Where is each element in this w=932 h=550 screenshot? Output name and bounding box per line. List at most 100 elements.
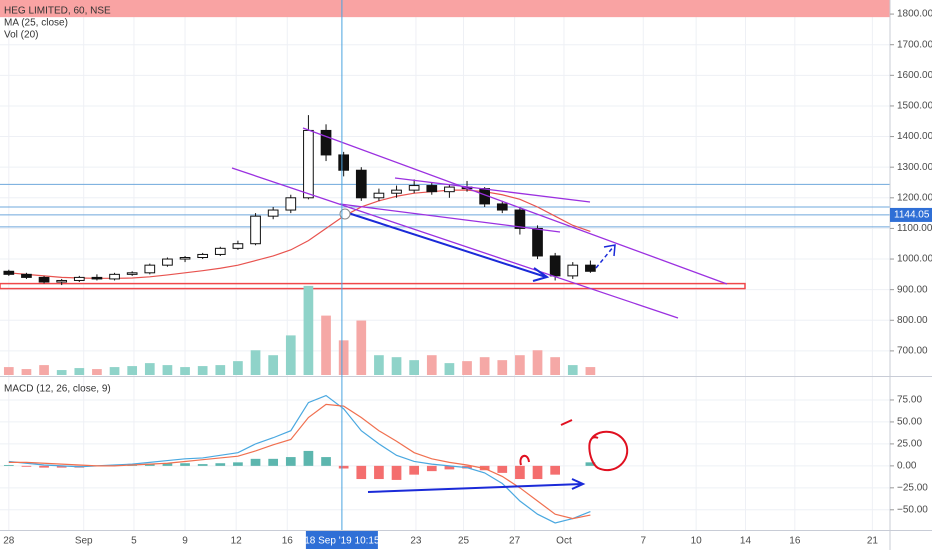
volume-bar [21, 369, 32, 375]
y-tick-label: 1400.00 [897, 131, 932, 142]
marks [3, 115, 596, 524]
histogram-bar [3, 464, 14, 466]
candle-body [214, 247, 226, 255]
histogram-bar [268, 458, 279, 466]
y-tick-label: 1100.00 [897, 223, 932, 234]
x-tick-label: 21 [867, 536, 879, 547]
histogram-bar [391, 465, 402, 480]
arrow-head [571, 478, 586, 490]
volume-bar [162, 365, 173, 375]
y-tick-label: 50.00 [897, 417, 922, 428]
volume-bar [250, 350, 261, 375]
histogram-bar [550, 465, 560, 475]
volume-bar [426, 355, 437, 375]
volume-bar [409, 360, 420, 375]
y-tick-label: 25.00 [897, 439, 922, 450]
volume-bar [127, 366, 138, 375]
x-tick-label: Sep [75, 536, 93, 547]
y-tick-label: −50.00 [897, 504, 928, 515]
candle-body [73, 276, 85, 281]
x-tick-label: 27 [509, 536, 521, 547]
indicator-label: Vol (20) [4, 30, 38, 41]
histogram-bar [515, 465, 525, 480]
volume-bar [215, 365, 226, 375]
candle-body [496, 203, 508, 211]
volume-bar [391, 357, 402, 375]
trend-line [394, 177, 591, 203]
histogram-bar [303, 450, 314, 466]
candle-body [267, 209, 279, 217]
chart-title: HEG LIMITED, 60, NSE [4, 6, 111, 17]
candle-body [549, 255, 561, 277]
candle-body [585, 264, 596, 272]
overlay: 28 Sep 5 9 12 16 23 25 27 Oct 7 10 14 16 21 700.00 800.0… [3, 0, 932, 549]
y-tick-label: 75.00 [897, 395, 922, 406]
y-tick-label: 1800.00 [897, 9, 932, 20]
y-tick-label: 1500.00 [897, 101, 932, 112]
histogram-bar [162, 463, 173, 466]
candle-body [56, 279, 68, 283]
drawings [231, 127, 728, 493]
volume-bar [356, 320, 367, 375]
x-tick-label: 23 [410, 536, 422, 547]
histogram-bar [532, 465, 543, 480]
indicator-label: MA (25, close) [4, 18, 68, 29]
x-tick-label: 16 [789, 536, 801, 547]
y-tick-label: −25.00 [897, 482, 928, 493]
arrow [367, 483, 583, 493]
candle-body [3, 270, 15, 275]
zone [0, 0, 890, 18]
candle-body [532, 227, 543, 257]
x-tick-label: 14 [740, 536, 752, 547]
histogram-bar [338, 465, 349, 469]
candle-body [408, 185, 420, 191]
volume-bar [338, 340, 349, 375]
candle-body [197, 253, 209, 259]
x-tick-label: 12 [231, 536, 243, 547]
histogram-bar [426, 465, 437, 472]
x-tick-label: 10 [691, 536, 703, 547]
candle-body [320, 129, 332, 156]
trend-line [302, 127, 728, 285]
histogram-bar [285, 457, 296, 466]
price-label: 1144.05 [894, 210, 930, 221]
circle-annotation [588, 430, 629, 471]
y-tick-label: 0.00 [897, 461, 917, 472]
histogram-bar [233, 462, 243, 466]
histogram-bar [215, 463, 226, 466]
volume-bar [197, 366, 208, 375]
y-tick-label: 1600.00 [897, 70, 932, 81]
histogram-bar [56, 465, 67, 468]
ma-line [8, 189, 591, 279]
candle-body [126, 272, 138, 275]
candle-body [91, 276, 103, 280]
candle-body [303, 129, 314, 199]
x-tick-label: 28 [3, 536, 15, 547]
volume-bar [74, 368, 85, 375]
volume-bar [374, 355, 384, 375]
x-tick-label: Oct [556, 536, 572, 547]
histogram-bar [21, 465, 32, 467]
candle-body [373, 192, 385, 199]
volume-bar [180, 367, 190, 375]
trend-line [339, 203, 561, 233]
candle-body [514, 209, 526, 229]
cursor [339, 208, 351, 220]
histogram-bar [356, 465, 367, 480]
histogram-bar [321, 457, 331, 466]
x-tick-label: 16 [282, 536, 294, 547]
volume-bar [497, 360, 508, 375]
volume-bar [532, 350, 543, 375]
candle-body [38, 276, 50, 283]
volume-bar [321, 315, 331, 375]
y-tick-label: 1700.00 [897, 39, 932, 50]
support-band [0, 282, 746, 290]
y-tick-label: 1000.00 [897, 254, 932, 265]
volume-bar [285, 335, 296, 375]
candle-body [21, 273, 32, 278]
candle-body [179, 257, 191, 260]
histogram-bar [585, 462, 596, 466]
arrow-head [532, 267, 550, 282]
